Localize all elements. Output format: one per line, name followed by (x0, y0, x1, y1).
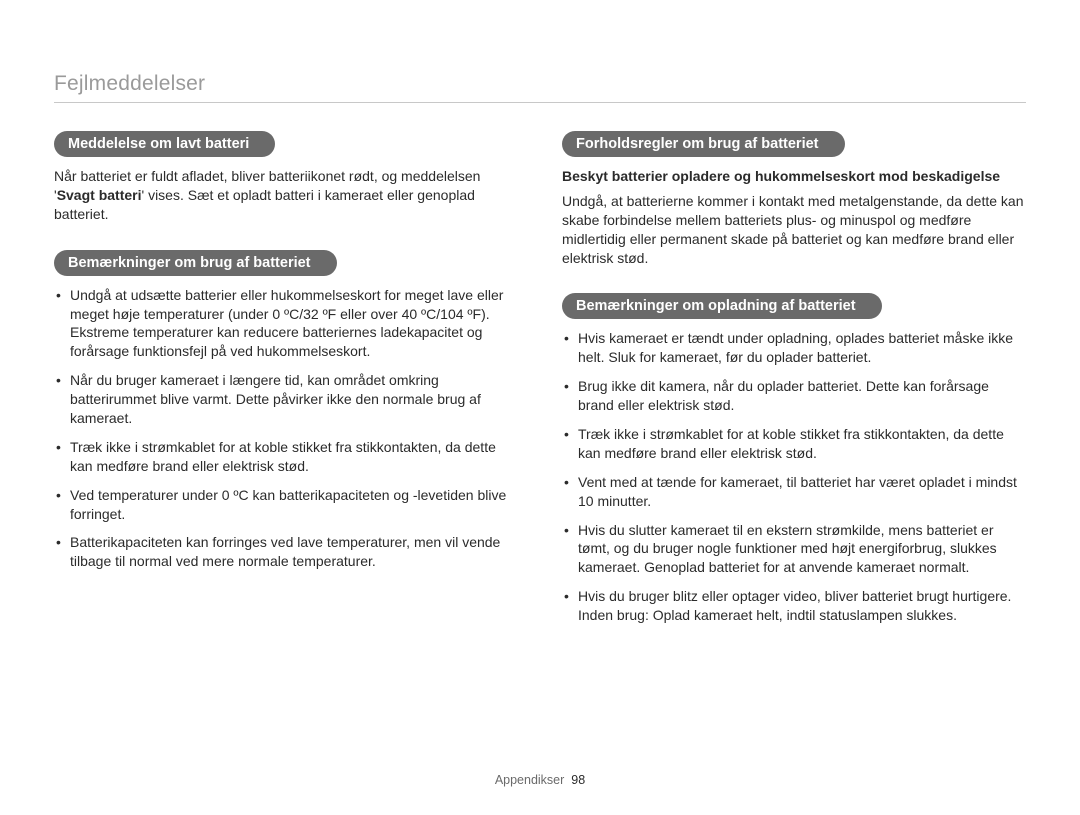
pill-low-battery: Meddelelse om lavt batteri (54, 131, 275, 157)
page-title: Fejlmeddelelser (54, 72, 1026, 103)
list-item: Træk ikke i strømkablet for at koble sti… (54, 438, 518, 476)
battery-usage-list: Undgå at udsætte batterier eller hukomme… (54, 286, 518, 572)
list-item: Hvis du bruger blitz eller optager video… (562, 587, 1026, 625)
footer-page-number: 98 (571, 773, 585, 787)
pill-battery-usage-notes: Bemærkninger om brug af batteriet (54, 250, 337, 276)
pill-battery-precautions: Forholdsregler om brug af batteriet (562, 131, 845, 157)
section-battery-usage-notes: Bemærkninger om brug af batteriet Undgå … (54, 250, 518, 572)
list-item: Undgå at udsætte batterier eller hukomme… (54, 286, 518, 362)
precautions-paragraph: Undgå, at batterierne kommer i kontakt m… (562, 192, 1026, 268)
list-item: Vent med at tænde for kameraet, til batt… (562, 473, 1026, 511)
para-text-strong: Svagt batteri (57, 187, 142, 203)
precautions-subhead: Beskyt batterier opladere og hukommelses… (562, 167, 1026, 186)
low-battery-paragraph: Når batteriet er fuldt afladet, bliver b… (54, 167, 518, 224)
section-low-battery: Meddelelse om lavt batteri Når batteriet… (54, 131, 518, 224)
right-column: Forholdsregler om brug af batteriet Besk… (562, 131, 1026, 651)
list-item: Ved temperaturer under 0 ºC kan batterik… (54, 486, 518, 524)
list-item: Træk ikke i strømkablet for at koble sti… (562, 425, 1026, 463)
left-column: Meddelelse om lavt batteri Når batteriet… (54, 131, 518, 651)
charging-notes-list: Hvis kameraet er tændt under opladning, … (562, 329, 1026, 625)
list-item: Når du bruger kameraet i længere tid, ka… (54, 371, 518, 428)
list-item: Brug ikke dit kamera, når du oplader bat… (562, 377, 1026, 415)
section-battery-precautions: Forholdsregler om brug af batteriet Besk… (562, 131, 1026, 267)
page-footer: Appendikser 98 (0, 773, 1080, 787)
two-column-layout: Meddelelse om lavt batteri Når batteriet… (54, 131, 1026, 651)
pill-charging-notes: Bemærkninger om opladning af batteriet (562, 293, 882, 319)
section-charging-notes: Bemærkninger om opladning af batteriet H… (562, 293, 1026, 625)
list-item: Hvis du slutter kameraet til en ekstern … (562, 521, 1026, 578)
list-item: Batterikapaciteten kan forringes ved lav… (54, 533, 518, 571)
list-item: Hvis kameraet er tændt under opladning, … (562, 329, 1026, 367)
footer-label: Appendikser (495, 773, 565, 787)
